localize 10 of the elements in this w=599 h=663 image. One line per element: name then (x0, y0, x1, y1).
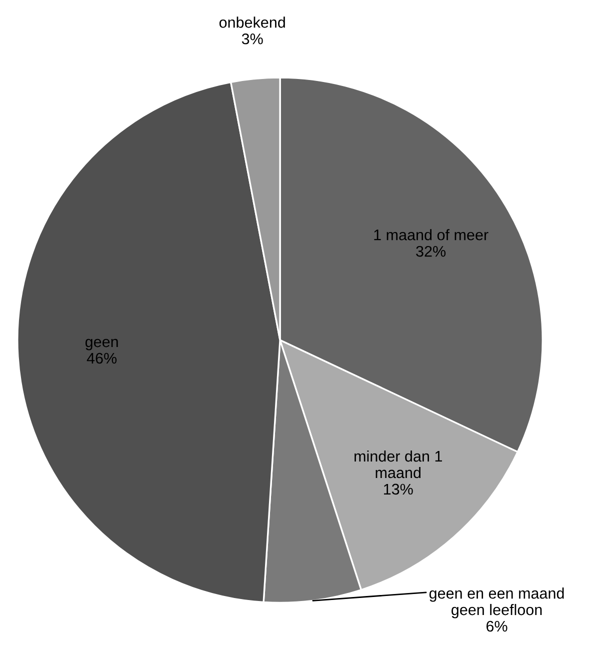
slice-label: 1 maand of meer (374, 229, 488, 240)
data-label: 6% (486, 620, 508, 632)
slice-label: minder dan 1 maand (354, 450, 442, 478)
slice-label: geen (85, 338, 118, 350)
data-label: 3% (242, 33, 263, 44)
data-label: 13% (384, 484, 413, 495)
slice-label: geen en een maand geen leefloon (429, 588, 564, 618)
slice-label: onbekend (219, 16, 285, 28)
data-label: 46% (86, 352, 117, 364)
data-label: 32% (416, 246, 446, 257)
